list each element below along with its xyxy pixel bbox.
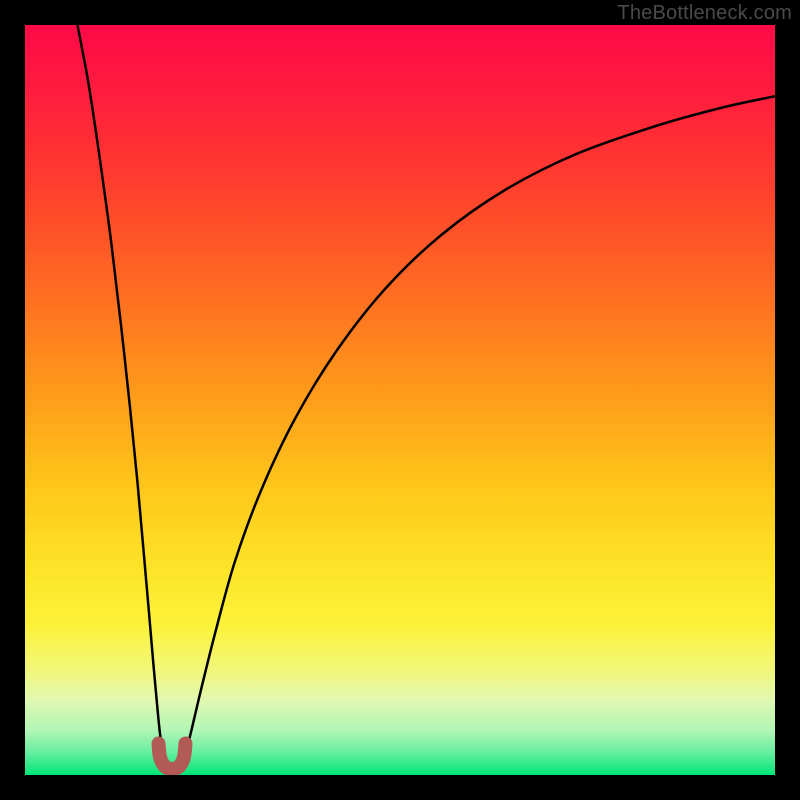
bottleneck-curve-chart bbox=[0, 0, 800, 800]
gradient-panel bbox=[25, 25, 775, 775]
watermark-text: TheBottleneck.com bbox=[617, 2, 792, 25]
chart-frame: TheBottleneck.com bbox=[0, 0, 800, 800]
